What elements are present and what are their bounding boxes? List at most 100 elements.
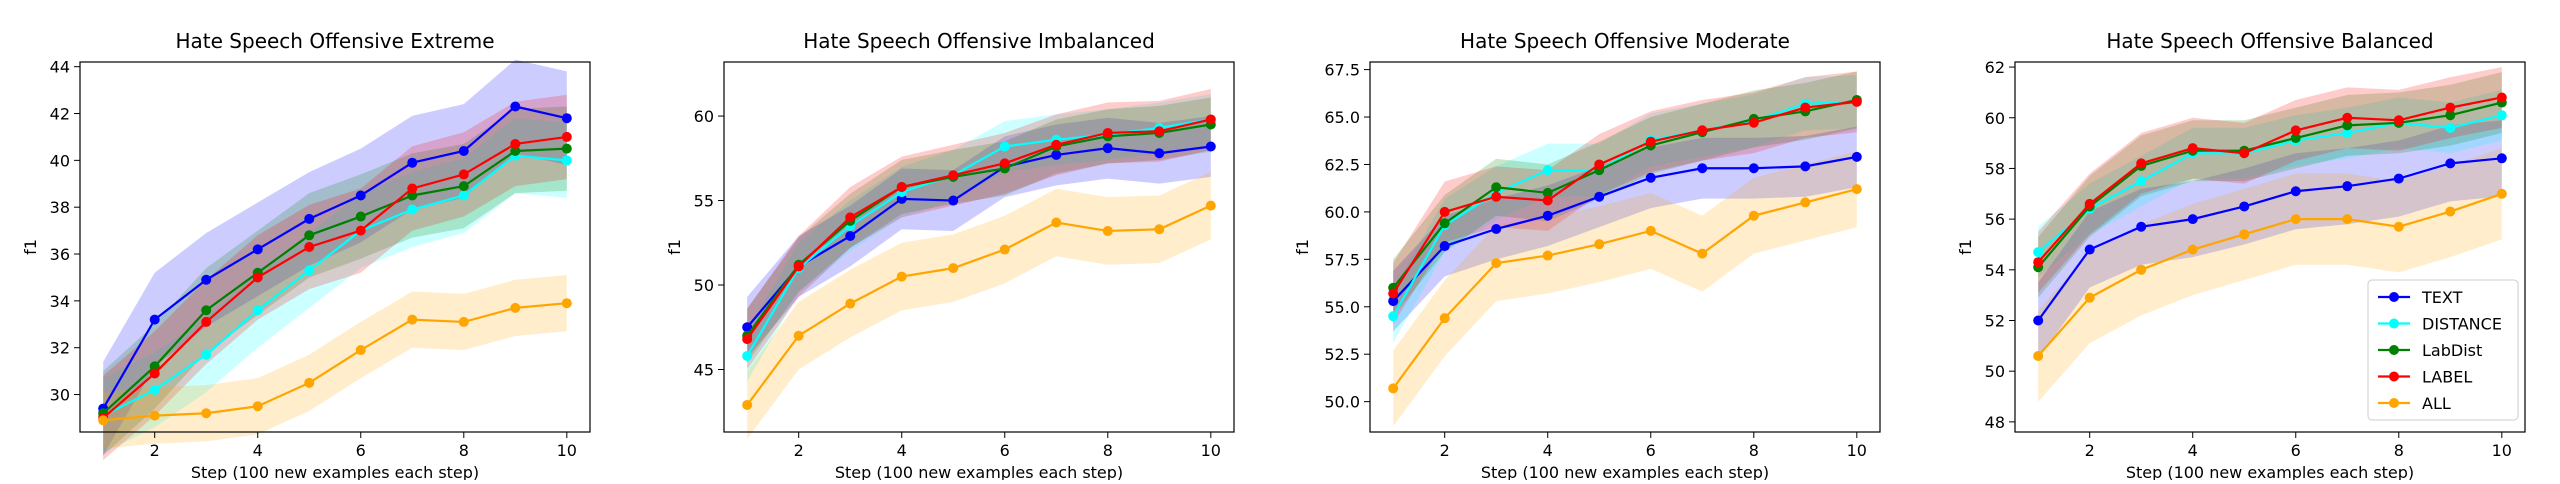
data-point-label <box>561 131 572 142</box>
data-point-labdist <box>304 230 315 241</box>
y-tick-label: 55.0 <box>1324 298 1360 317</box>
data-point-all <box>1491 258 1502 269</box>
data-point-label <box>948 170 959 181</box>
data-point-label <box>1645 136 1656 147</box>
x-tick-label: 2 <box>2085 441 2095 460</box>
data-point-label <box>201 316 212 327</box>
series-line-distance <box>1392 100 1857 317</box>
chart-panel-2: 2 4 6 8 10 45 50 55 60 Hate Speech Offensive Imba… <box>665 29 1235 482</box>
data-point-distance <box>2033 247 2044 258</box>
plot-area-frame <box>79 61 591 433</box>
data-point-all <box>1645 225 1656 236</box>
data-point-label <box>1491 191 1502 202</box>
series-line-label <box>102 135 567 419</box>
data-point-label <box>252 272 263 283</box>
y-tick-label: 34 <box>50 292 70 311</box>
data-point-label <box>2393 115 2404 126</box>
data-point-all <box>999 244 1010 255</box>
plot-area-frame <box>723 61 1235 433</box>
data-point-text <box>1748 163 1759 174</box>
data-point-all <box>896 271 907 282</box>
chart-title: Hate Speech Offensive Balanced <box>2106 29 2433 53</box>
data-point-text <box>1205 141 1216 152</box>
confidence-band-all <box>747 171 1211 439</box>
y-tick-label: 57.5 <box>1324 250 1360 269</box>
x-tick-label: 10 <box>1847 441 1867 460</box>
y-tick-label: 45 <box>694 360 714 379</box>
y-tick-label: 40 <box>50 151 70 170</box>
data-point-text <box>1800 161 1811 172</box>
data-point-distance <box>561 155 572 166</box>
data-point-all <box>1388 383 1399 394</box>
series-line-label <box>2037 96 2503 263</box>
chart-title: Hate Speech Offensive Moderate <box>1460 29 1790 53</box>
data-point-distance <box>999 141 1010 152</box>
data-point-text <box>1594 191 1605 202</box>
data-point-label <box>1697 125 1708 136</box>
data-point-all <box>2239 229 2250 240</box>
data-point-labdist <box>1542 187 1553 198</box>
chart-panel-1: 2 4 6 8 10 30 32 34 36 38 40 42 44 Hate Speech Offens… <box>21 29 591 482</box>
series-line-text <box>1392 155 1858 302</box>
data-point-text <box>561 113 572 124</box>
data-point-label <box>1388 288 1399 299</box>
data-point-labdist <box>458 181 469 192</box>
series-line-labdist <box>2037 101 2503 268</box>
confidence-band-all <box>2038 148 2502 402</box>
data-point-labdist <box>1491 182 1502 193</box>
data-point-all <box>2033 350 2044 361</box>
y-tick-label: 32 <box>50 339 70 358</box>
data-point-all <box>304 377 315 388</box>
series-line-all <box>1392 188 1858 390</box>
data-point-text <box>1697 163 1708 174</box>
data-point-text <box>845 231 856 242</box>
series-line-distance <box>102 154 567 417</box>
data-point-label <box>742 334 753 345</box>
data-point-label <box>1542 195 1553 206</box>
data-point-distance <box>2342 127 2353 138</box>
data-point-text <box>1388 296 1399 307</box>
data-point-label <box>999 158 1010 169</box>
data-point-all <box>793 330 804 341</box>
data-point-all <box>1102 225 1113 236</box>
data-point-distance <box>2445 122 2456 133</box>
y-tick-label: 50.0 <box>1324 393 1360 412</box>
data-point-labdist <box>2445 110 2456 121</box>
x-axis-label: Step (100 new examples each step) <box>835 463 1123 480</box>
data-point-label <box>355 225 366 236</box>
confidence-band-label <box>747 89 1211 370</box>
data-point-all <box>1697 248 1708 259</box>
legend-label: LabDist <box>2422 341 2482 360</box>
plot-area-frame <box>2014 61 2526 433</box>
confidence-band-text <box>747 116 1211 358</box>
confidence-band-labdist <box>1393 71 1857 317</box>
data-point-label <box>2239 148 2250 159</box>
x-tick-label: 8 <box>459 441 469 460</box>
x-tick-label: 6 <box>356 441 366 460</box>
data-point-label <box>1594 159 1605 170</box>
legend-swatch-marker <box>2389 292 2399 302</box>
data-point-label <box>2290 125 2301 136</box>
data-point-label <box>2187 143 2198 154</box>
x-tick-label: 10 <box>1201 441 1221 460</box>
data-point-label <box>1205 114 1216 125</box>
series-line-text <box>2037 157 2502 322</box>
data-point-text <box>407 157 418 168</box>
data-point-labdist <box>149 361 160 372</box>
data-point-label <box>458 169 469 180</box>
data-point-all <box>1205 200 1216 211</box>
data-point-all <box>149 410 160 421</box>
data-point-labdist <box>2290 133 2301 144</box>
data-point-all <box>2393 221 2404 232</box>
series-line-distance <box>2037 114 2503 253</box>
data-point-text <box>1154 148 1165 159</box>
data-point-text <box>2445 158 2456 169</box>
x-tick-label: 8 <box>2394 441 2404 460</box>
data-point-distance <box>252 305 263 316</box>
data-point-distance <box>458 190 469 201</box>
data-point-distance <box>304 265 315 276</box>
chart-panel-4: 2 4 6 8 10 48 50 52 54 56 58 60 62 Hate Speech Offens… <box>1956 29 2526 482</box>
confidence-band-distance <box>103 118 567 454</box>
legend-label: TEXT <box>2421 288 2463 307</box>
